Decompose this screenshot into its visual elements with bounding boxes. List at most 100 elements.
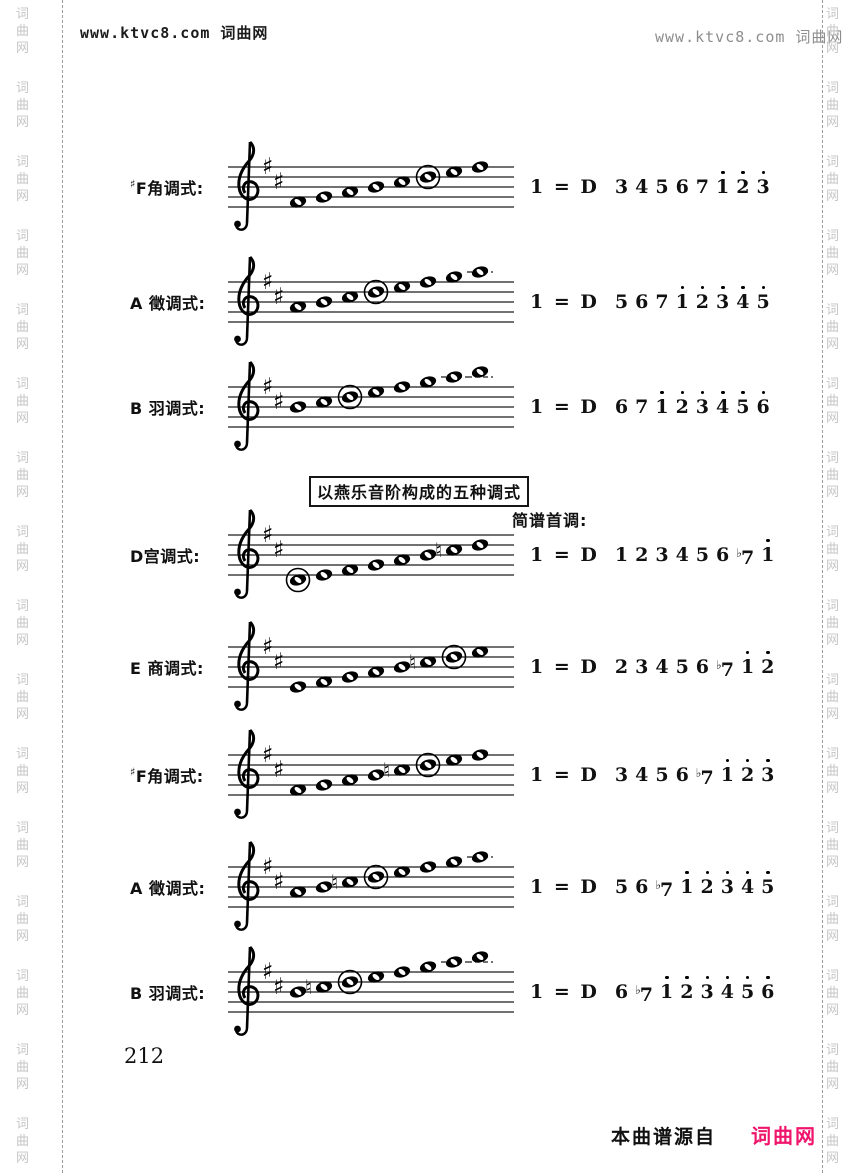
staff-notation: ♯♯ ♮ xyxy=(228,945,514,1036)
side-watermark-group: 词曲网 xyxy=(826,896,839,944)
natural-icon: ♮ xyxy=(305,975,312,999)
sharp-icon: ♯ xyxy=(130,765,136,779)
whole-note xyxy=(445,956,463,968)
section-title: 以燕乐音阶构成的五种调式 xyxy=(309,476,530,507)
whole-note xyxy=(471,539,489,551)
whole-note xyxy=(367,769,385,781)
side-watermark-char: 曲 xyxy=(826,542,840,557)
side-watermark-char: 词 xyxy=(826,821,840,836)
jianpu-note: 5 xyxy=(740,976,755,1003)
side-watermark-char: 网 xyxy=(826,41,840,56)
flat-icon: ♭ xyxy=(695,765,702,780)
side-watermark-char: 曲 xyxy=(16,468,30,483)
left-border-dashed-line xyxy=(62,0,63,1173)
jianpu-note: 4 xyxy=(675,544,689,566)
side-watermark-group: 词曲网 xyxy=(16,1044,29,1092)
jianpu-note: 3 xyxy=(756,171,770,198)
jianpu-note: 6 xyxy=(761,976,775,1003)
treble-clef-icon xyxy=(234,360,260,451)
side-watermark-char: 词 xyxy=(826,747,840,762)
side-watermark-group: 词曲网 xyxy=(16,822,29,870)
side-watermark-char: 曲 xyxy=(16,542,30,557)
side-watermark-char: 曲 xyxy=(16,764,30,779)
side-watermark-group: 词曲网 xyxy=(16,970,29,1018)
side-watermark-char: 曲 xyxy=(16,838,30,853)
side-watermark-char: 曲 xyxy=(826,764,840,779)
side-watermark-char: 曲 xyxy=(826,1060,840,1075)
jianpu-note: 4 xyxy=(736,286,750,313)
side-watermark-char: 网 xyxy=(16,929,30,944)
whole-note xyxy=(341,976,359,988)
side-watermark-char: 词 xyxy=(16,821,30,836)
jianpu-note: 1 xyxy=(660,976,674,1003)
whole-note xyxy=(471,366,489,378)
whole-note xyxy=(445,754,463,766)
side-watermark-char: 网 xyxy=(16,1151,30,1166)
side-watermark-char: 词 xyxy=(826,1117,840,1132)
whole-note xyxy=(471,161,489,173)
whole-note xyxy=(419,549,437,561)
whole-note xyxy=(393,381,411,393)
flat-icon: ♭ xyxy=(655,877,661,892)
whole-note xyxy=(289,196,307,208)
jianpu-note: 4 xyxy=(655,656,669,678)
whole-note xyxy=(393,764,411,776)
jianpu-line: 1 = D 2 3 4 5 6 ♭7 1 2 xyxy=(530,651,774,681)
key-label: 1 = D xyxy=(530,876,599,898)
treble-clef-icon xyxy=(234,140,260,231)
staff-notation: ♯♯ xyxy=(228,255,514,346)
whole-note xyxy=(471,749,489,761)
jianpu-note: 5 xyxy=(675,656,689,678)
whole-note xyxy=(315,779,333,791)
side-watermark-char: 词 xyxy=(16,895,30,910)
side-watermark-char: 网 xyxy=(16,559,30,574)
whole-note xyxy=(341,564,359,576)
side-watermark-char: 曲 xyxy=(826,986,840,1001)
treble-clef-icon xyxy=(234,620,260,711)
whole-note xyxy=(445,651,463,663)
whole-note xyxy=(315,296,333,308)
side-watermark-char: 词 xyxy=(16,81,30,96)
mode-label: B 羽调式: xyxy=(130,399,206,418)
jianpu-note: 5 xyxy=(655,176,669,198)
natural-icon: ♮ xyxy=(435,538,442,562)
jianpu-line: 1 = D 1 2 3 4 5 6 ♭7 1 xyxy=(530,539,774,569)
jianpu-note: 4 xyxy=(635,764,649,786)
side-watermark-char: 词 xyxy=(826,1043,840,1058)
side-watermark-char: 网 xyxy=(826,633,840,648)
jianpu-note: 2 xyxy=(700,871,714,898)
side-watermark-char: 网 xyxy=(826,189,840,204)
side-watermark-char: 词 xyxy=(16,451,30,466)
flat-icon: ♭ xyxy=(736,545,742,560)
tonic-circle xyxy=(363,864,389,890)
jianpu-note: 5 xyxy=(761,871,775,898)
whole-note xyxy=(289,574,307,586)
whole-note xyxy=(315,881,333,893)
whole-note xyxy=(341,671,359,683)
side-watermark-group: 词曲网 xyxy=(826,674,839,722)
side-watermark-group: 词曲网 xyxy=(826,230,839,278)
jianpu-note: 1 xyxy=(740,651,755,678)
side-watermark-char: 曲 xyxy=(826,24,840,39)
whole-note xyxy=(445,856,463,868)
side-watermark-char: 曲 xyxy=(16,98,30,113)
jianpu-note: ♭7 xyxy=(716,657,734,681)
whole-note xyxy=(367,559,385,571)
stave-row: ♯F角调式: ♯ ♯ ♮ 1 = D 3 4 5 6 ♭7 1 2 3 xyxy=(130,720,774,830)
side-watermark-char: 网 xyxy=(826,263,840,278)
side-watermark-char: 词 xyxy=(16,377,30,392)
side-watermark-group: 词曲网 xyxy=(16,378,29,426)
side-watermark-char: 网 xyxy=(826,1151,840,1166)
side-watermark-char: 曲 xyxy=(16,986,30,1001)
whole-note xyxy=(419,376,437,388)
side-watermark-group: 词曲网 xyxy=(826,970,839,1018)
side-watermark-char: 网 xyxy=(16,707,30,722)
tonic-circle xyxy=(337,384,363,410)
jianpu-note: 6 xyxy=(675,764,689,786)
side-watermark-group: 词曲网 xyxy=(826,822,839,870)
side-watermark-char: 网 xyxy=(826,1003,840,1018)
side-watermark-char: 网 xyxy=(826,337,840,352)
side-watermark-char: 网 xyxy=(826,411,840,426)
